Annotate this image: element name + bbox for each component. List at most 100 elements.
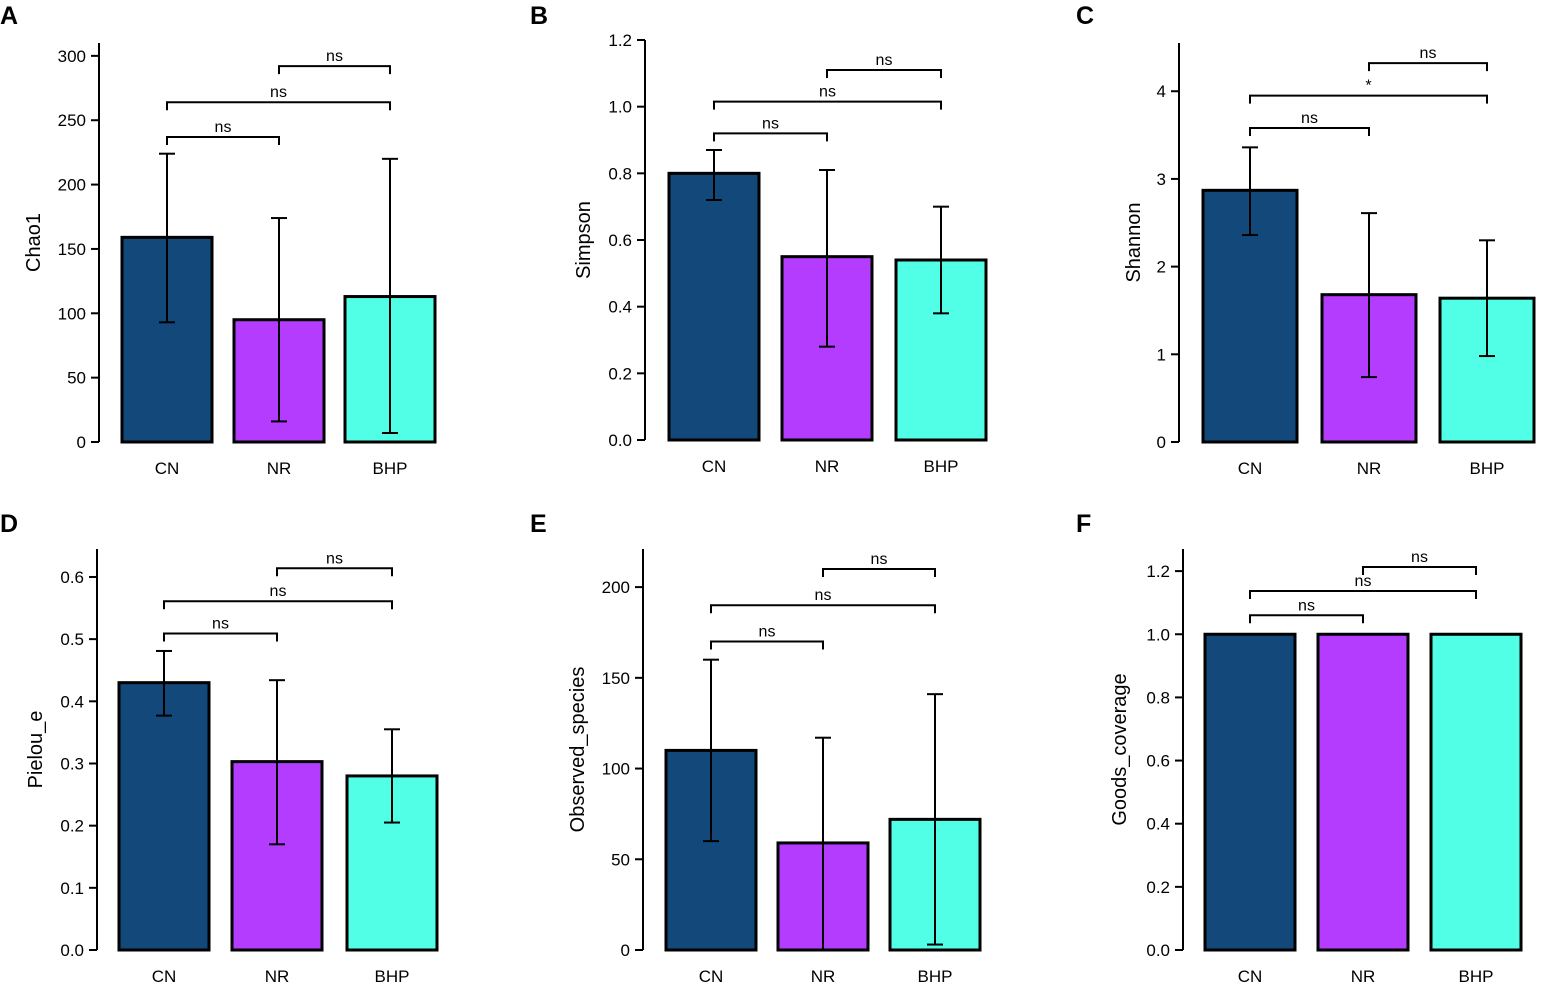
x-tick-label-cn: CN	[152, 967, 177, 983]
y-tick-label: 0.2	[1146, 878, 1170, 897]
y-tick-label: 50	[611, 850, 630, 869]
panel-f: F 0.0 0.2 0.4 0.6 0.8 1.0 1.2 Goods_coverage CN NR…	[1076, 510, 1523, 983]
x-tick-label-nr: NR	[815, 457, 840, 476]
error-bar-cn	[706, 149, 722, 201]
bracket-line	[710, 640, 824, 650]
bracket-line	[276, 567, 393, 577]
significance-label: ns	[326, 550, 343, 567]
significance-label: ns	[759, 624, 776, 641]
significance-label: ns	[270, 583, 287, 600]
error-bar-nr	[819, 169, 835, 348]
y-axis: 0.0 0.1 0.2 0.3 0.4 0.5 0.6	[60, 549, 98, 960]
y-axis-label: Goods_coverage	[1109, 673, 1131, 825]
y-axis-label: Simpson	[573, 201, 595, 279]
y-tick-label: 0	[77, 433, 86, 452]
y-tick-label: 250	[58, 111, 86, 130]
y-tick-label: 50	[67, 369, 86, 388]
y-tick-label: 0.8	[1146, 688, 1170, 707]
y-tick-label: 0.6	[608, 231, 632, 250]
error-bar-nr	[815, 736, 831, 951]
y-tick-label: 100	[602, 760, 630, 779]
x-tick-label-bhp: BHP	[918, 967, 953, 983]
significance-label: ns	[819, 84, 836, 101]
bracket-line	[1249, 589, 1477, 599]
significance-bracket: ns	[163, 583, 393, 610]
y-tick-label: 0.6	[60, 568, 84, 587]
significance-bracket: ns	[1362, 549, 1477, 575]
y-tick-label: 4	[1157, 82, 1166, 101]
significance-bracket: ns	[166, 119, 280, 145]
y-tick-label: 0.0	[60, 941, 84, 960]
significance-label: ns	[326, 48, 343, 65]
y-tick-label: 0.2	[60, 817, 84, 836]
significance-label: *	[1365, 78, 1371, 95]
x-tick-label-bhp: BHP	[1459, 967, 1494, 983]
y-axis-label: Shannon	[1123, 202, 1145, 282]
y-tick-label: 3	[1157, 170, 1166, 189]
significance-bracket: ns	[822, 551, 936, 577]
significance-label: ns	[1411, 549, 1428, 566]
y-tick-label: 1.0	[608, 98, 632, 117]
bar-cn	[117, 681, 211, 952]
significance-bracket: ns	[1249, 110, 1370, 137]
error-bar-nr	[271, 217, 287, 423]
bracket-line	[166, 135, 280, 145]
bracket-line	[1249, 614, 1364, 624]
y-axis-label: Observed_species	[567, 667, 589, 833]
y-tick-label: 0.0	[608, 431, 632, 450]
x-tick-label-cn: CN	[702, 457, 727, 476]
error-bar-nr	[1361, 212, 1377, 379]
y-axis-label: Chao1	[23, 213, 45, 272]
error-bar-cn	[156, 649, 172, 717]
panel-letter: F	[1076, 510, 1091, 538]
x-tick-label-cn: CN	[699, 967, 724, 983]
y-axis: 0 50 100 150 200 250 300	[58, 43, 100, 452]
significance-label: ns	[1301, 110, 1318, 127]
bracket-line	[163, 600, 393, 610]
bracket-line	[1249, 94, 1488, 104]
bracket-line	[826, 69, 942, 78]
y-tick-label: 0.5	[60, 630, 84, 649]
bracket-line	[278, 65, 391, 75]
panel-letter: E	[530, 510, 547, 538]
significance-bracket: ns	[826, 52, 942, 78]
y-tick-label: 1	[1157, 345, 1166, 364]
bracket-line	[1368, 62, 1488, 72]
panel-d: D 0.0 0.1 0.2 0.3 0.4 0.5 0.6 Pielou_e CN NR BHP ns n…	[0, 510, 439, 983]
significance-bracket: ns	[1249, 573, 1477, 599]
x-tick-label-nr: NR	[1351, 967, 1376, 983]
significance-bracket: ns	[713, 115, 828, 142]
y-tick-label: 0.4	[608, 298, 632, 317]
bracket-line	[710, 604, 936, 614]
y-tick-label: 0	[1157, 433, 1166, 452]
significance-label: ns	[762, 115, 779, 132]
error-bar-bhp	[927, 693, 943, 946]
x-tick-label-bhp: BHP	[375, 967, 410, 983]
bracket-line	[166, 101, 391, 111]
y-tick-label: 300	[58, 47, 86, 66]
bracket-line	[163, 632, 278, 642]
error-bar-cn	[703, 658, 719, 843]
x-tick-label-nr: NR	[811, 967, 836, 983]
bar-bhp	[1429, 632, 1523, 952]
panel-a: A 0 50 100 150 200 250 300 Chao1 CN NR BHP ns ns ns	[0, 2, 437, 478]
y-tick-label: 0.4	[1146, 815, 1170, 834]
panel-letter: B	[530, 2, 548, 30]
y-axis: 0.0 0.2 0.4 0.6 0.8 1.0 1.2	[1146, 549, 1184, 960]
significance-bracket: ns	[278, 48, 391, 75]
panel-c: C 0 1 2 3 4 Shannon CN NR BHP ns * ns	[1076, 2, 1536, 478]
significance-label: ns	[270, 84, 287, 101]
x-tick-label-bhp: BHP	[373, 459, 408, 478]
bracket-line	[822, 567, 936, 577]
y-tick-label: 0.6	[1146, 752, 1170, 771]
error-bar-cn	[159, 152, 175, 324]
significance-bracket: ns	[276, 550, 393, 577]
y-tick-label: 1.2	[1146, 562, 1170, 581]
panel-letter: C	[1076, 2, 1094, 30]
x-tick-label-cn: CN	[1238, 459, 1263, 478]
error-bar-bhp	[1479, 239, 1495, 358]
y-tick-label: 200	[602, 578, 630, 597]
y-tick-label: 0.4	[60, 692, 84, 711]
bar-nr	[1316, 632, 1410, 952]
